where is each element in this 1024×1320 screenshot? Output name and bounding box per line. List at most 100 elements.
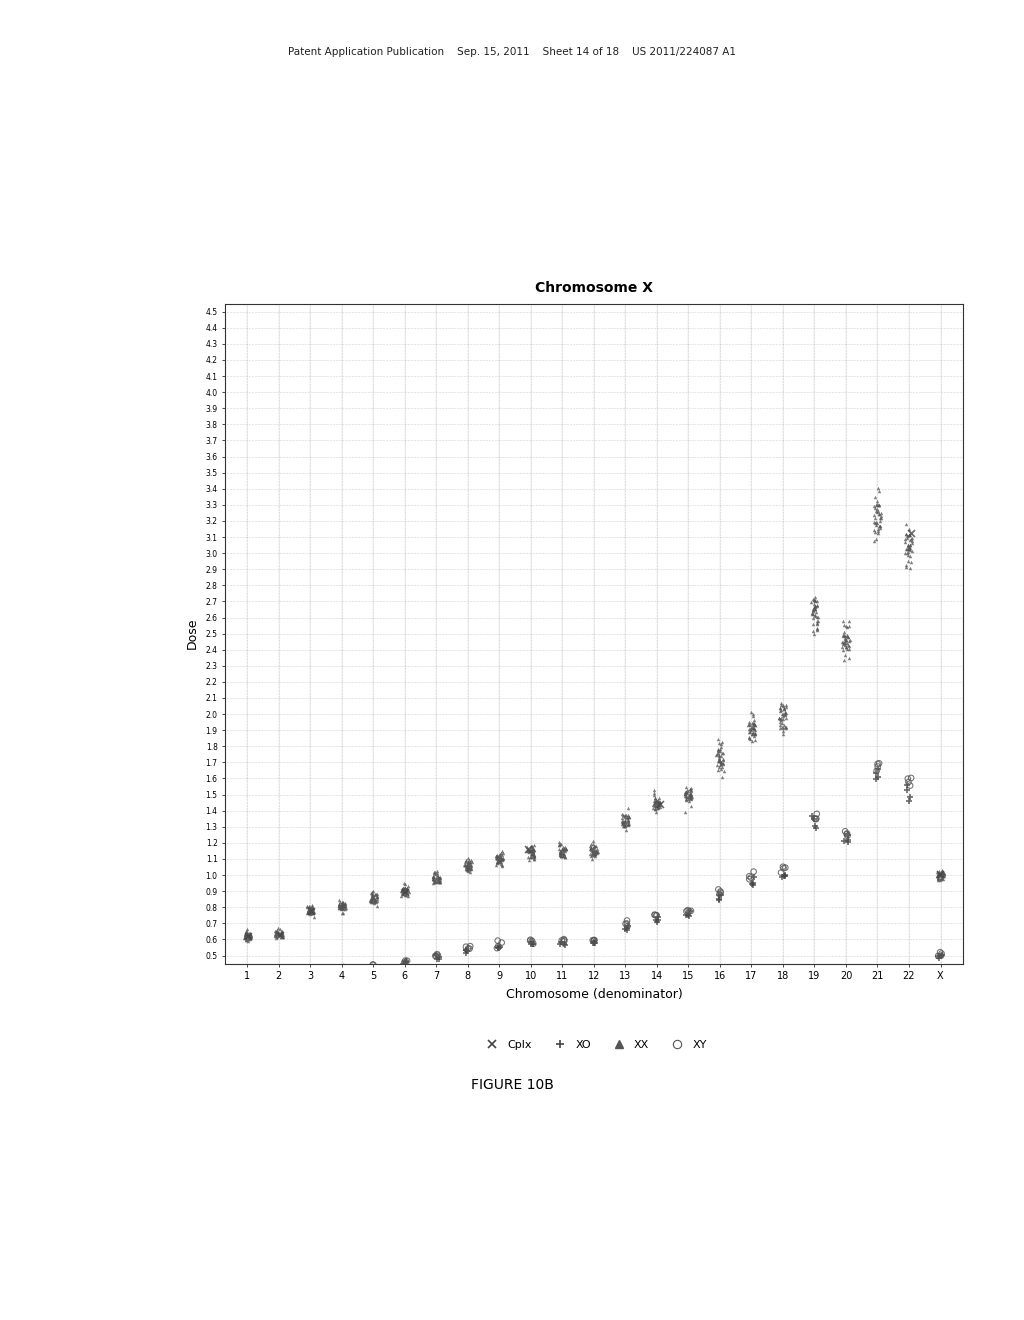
Point — [521, 841, 538, 862]
Point — [677, 784, 693, 805]
Point — [588, 843, 604, 865]
Point — [901, 519, 918, 540]
Point — [646, 787, 663, 808]
Point — [522, 843, 539, 865]
Point — [335, 891, 351, 912]
Point — [866, 531, 883, 552]
Point — [588, 841, 604, 862]
Point — [898, 543, 914, 564]
Point — [871, 517, 888, 539]
Point — [552, 843, 568, 865]
Point — [897, 531, 913, 552]
Point — [806, 594, 822, 615]
Point — [869, 494, 886, 515]
Point — [713, 746, 729, 767]
Point — [867, 521, 884, 543]
Point — [242, 924, 258, 945]
Point — [836, 624, 852, 645]
Point — [488, 847, 505, 869]
Point — [397, 878, 414, 899]
Point — [273, 924, 290, 945]
Point — [897, 543, 913, 564]
Point — [805, 612, 821, 634]
Point — [552, 843, 568, 865]
Point — [835, 640, 851, 661]
Point — [870, 752, 887, 774]
Point — [394, 882, 411, 903]
Point — [553, 841, 569, 862]
Point — [301, 896, 317, 917]
Point — [493, 847, 509, 869]
Point — [553, 843, 569, 865]
Point — [395, 878, 412, 899]
Point — [772, 693, 788, 714]
Point — [429, 867, 445, 888]
Point — [648, 912, 665, 933]
Point — [240, 977, 256, 998]
Point — [771, 698, 787, 719]
Point — [269, 924, 286, 945]
Point — [900, 544, 916, 565]
Point — [331, 898, 347, 919]
Point — [741, 722, 758, 743]
Point — [932, 941, 948, 962]
Point — [584, 849, 600, 870]
Point — [682, 787, 698, 808]
Point — [488, 845, 505, 866]
Point — [429, 870, 445, 891]
Point — [487, 847, 504, 869]
Point — [902, 535, 919, 556]
Point — [583, 836, 599, 857]
Point — [457, 851, 473, 873]
Point — [459, 853, 475, 874]
Point — [525, 837, 542, 858]
Point — [872, 506, 889, 527]
Point — [552, 834, 568, 855]
Point — [678, 776, 694, 797]
Point — [396, 952, 413, 973]
Point — [267, 920, 284, 941]
Point — [556, 846, 572, 867]
Point — [775, 694, 792, 715]
Point — [586, 842, 602, 863]
Point — [335, 902, 351, 923]
Point — [712, 751, 728, 772]
Point — [460, 847, 476, 869]
Point — [678, 900, 694, 921]
Point — [617, 805, 634, 826]
Point — [272, 919, 289, 940]
Point — [431, 871, 447, 892]
Point — [841, 829, 857, 850]
Point — [746, 719, 763, 741]
Point — [807, 595, 823, 616]
Point — [840, 824, 856, 845]
Point — [461, 853, 477, 874]
Point — [396, 883, 413, 904]
Point — [935, 862, 951, 883]
Point — [241, 927, 257, 948]
Point — [614, 816, 631, 837]
Point — [429, 870, 445, 891]
Point — [869, 491, 886, 512]
Point — [586, 845, 602, 866]
Point — [745, 718, 762, 739]
Point — [334, 896, 350, 917]
Point — [460, 854, 476, 875]
Point — [870, 503, 887, 524]
Point — [682, 784, 698, 805]
Point — [525, 845, 542, 866]
Point — [930, 869, 946, 890]
Point — [398, 878, 415, 899]
Point — [585, 833, 601, 854]
Point — [430, 866, 446, 887]
Point — [716, 752, 732, 774]
Point — [740, 718, 757, 739]
Point — [810, 611, 826, 632]
Point — [713, 880, 729, 902]
Point — [772, 709, 788, 730]
Point — [397, 954, 414, 975]
Point — [835, 631, 851, 652]
Point — [269, 925, 286, 946]
Point — [431, 871, 447, 892]
Point — [524, 841, 541, 862]
